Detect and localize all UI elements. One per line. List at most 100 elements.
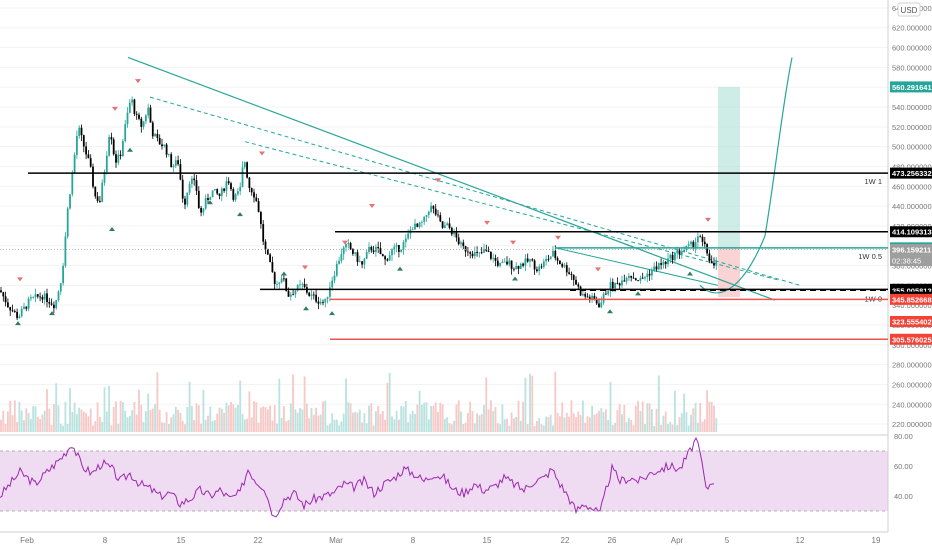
volume-bar (552, 425, 554, 432)
candle-body (540, 266, 543, 268)
sell-signal-marker (302, 265, 308, 270)
trendline-channel (554, 247, 719, 286)
volume-bar (85, 412, 87, 432)
time-tick-label[interactable]: 22 (561, 536, 570, 545)
time-tick-label[interactable]: 15 (177, 536, 186, 545)
time-tick-label[interactable]: Feb (20, 536, 34, 545)
volume-bar (255, 402, 258, 432)
time-tick-label[interactable]: 8 (411, 536, 416, 545)
volume-bar (36, 416, 39, 432)
buy-signal-marker (127, 147, 133, 152)
time-tick-label[interactable]: 15 (483, 536, 492, 545)
candle-body (340, 254, 343, 261)
candle-body (161, 144, 163, 147)
candle-body (694, 242, 697, 248)
candle-body (607, 290, 610, 295)
candle-body (648, 273, 651, 276)
candle-body (628, 275, 630, 278)
candle-body (32, 296, 35, 298)
volume-bar (446, 417, 449, 432)
sell-signal-marker (595, 267, 601, 272)
candle-body (0, 290, 2, 293)
candle-body (342, 247, 345, 255)
volume-bar (377, 406, 380, 432)
candle-body (674, 253, 676, 261)
candle-body (575, 279, 577, 285)
time-tick-label[interactable]: 22 (254, 536, 263, 545)
volume-bar (713, 405, 715, 432)
target-price-label-bg (890, 81, 932, 93)
candle-body (278, 282, 281, 284)
candle-body (241, 167, 244, 187)
volume-bar (78, 407, 81, 432)
level-price-label: 305.576025 (892, 335, 932, 344)
candle-body (492, 257, 495, 259)
volume-bar (618, 404, 621, 432)
candle-body (220, 188, 223, 196)
candle-body (204, 198, 207, 209)
volume-bar (570, 400, 573, 432)
volume-bar (595, 413, 598, 432)
time-axis[interactable]: Feb 8 15 22 Mar 8 15 22 26 Apr 5 12 19 (20, 536, 881, 545)
candle-body (103, 171, 106, 183)
time-tick-label[interactable]: 8 (103, 536, 108, 545)
candle-body (713, 263, 715, 266)
volume-bar (460, 411, 462, 432)
volume-bar (710, 401, 713, 432)
rsi-tick-label: 60.00 (894, 462, 913, 471)
horizontal-levels[interactable]: 1W 11W 0.51W 0 (0, 172, 888, 341)
volume-bar (66, 423, 69, 432)
volume-bar (338, 425, 340, 432)
candle-body (168, 154, 170, 155)
volume-bar (559, 416, 561, 432)
candle-body (34, 294, 37, 297)
buy-signal-marker (49, 311, 55, 316)
volume-bar (579, 415, 582, 432)
volume-bar (487, 409, 490, 432)
candle-body (122, 140, 124, 156)
candle-body (276, 283, 278, 285)
time-tick-label[interactable]: 26 (608, 536, 617, 545)
candle-body (630, 275, 633, 278)
time-tick-label[interactable]: Apr (671, 536, 684, 545)
volume-bar (145, 411, 147, 432)
candle-body (85, 146, 87, 155)
volume-bar (432, 405, 435, 432)
volume-bar (407, 422, 409, 432)
candle-body (266, 248, 269, 255)
volume-bar (547, 416, 550, 432)
volume-bar (7, 411, 9, 432)
volume-bar (53, 404, 55, 432)
candle-body (623, 280, 626, 282)
candle-body (209, 197, 212, 200)
candle-body (92, 166, 94, 187)
time-tick-label[interactable]: 12 (796, 536, 805, 545)
candle-body (326, 296, 329, 299)
volume-bar (611, 425, 614, 432)
volume-bar (625, 422, 628, 432)
currency-badge[interactable] (897, 2, 921, 17)
candle-body (404, 238, 407, 243)
volume-bar (250, 417, 253, 432)
volume-bar (423, 402, 426, 432)
candle-body (363, 258, 366, 265)
volume-bar (646, 403, 649, 432)
candle-body (485, 249, 488, 251)
volume-bar (232, 404, 235, 432)
volume-bar (326, 425, 329, 432)
candle-body (319, 301, 322, 304)
volume-bar (112, 406, 115, 432)
volume-bar (216, 413, 219, 432)
candle-body (501, 261, 504, 263)
buy-signal-marker (397, 266, 403, 271)
volume-bar (23, 420, 25, 432)
time-tick-label[interactable]: 5 (725, 536, 730, 545)
time-tick-label[interactable]: Mar (329, 536, 343, 545)
candle-body (200, 208, 202, 213)
time-tick-label[interactable]: 19 (872, 536, 881, 545)
volume-bar (577, 411, 580, 432)
candle-body (513, 268, 515, 270)
volume-bar (563, 417, 566, 432)
candle-body (30, 297, 32, 299)
